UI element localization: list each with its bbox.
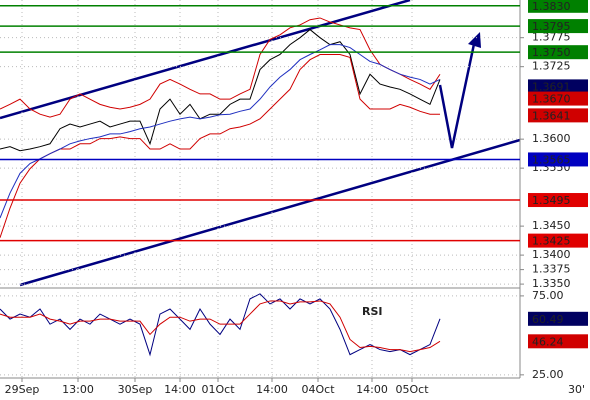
series-line <box>0 54 440 238</box>
x-tick-label: 05Oct <box>395 383 429 396</box>
marker-label: 1.3641 <box>532 109 571 122</box>
level-box <box>528 193 588 208</box>
y-tick-label: 1.3400 <box>532 248 571 261</box>
level-label: 1.3795 <box>532 20 571 33</box>
marker-box <box>528 311 588 326</box>
marker-box <box>528 334 588 349</box>
trend-channel-upper <box>0 0 411 120</box>
panel-title: RSI <box>362 305 383 318</box>
x-tick-label: 14:00 <box>256 383 288 396</box>
x-unit-label: 30' <box>568 383 585 396</box>
level-label: 1.3830 <box>532 0 571 13</box>
x-tick-label: 29Sep <box>5 383 40 396</box>
level-label: 1.3495 <box>532 194 571 207</box>
series-line <box>0 44 441 219</box>
y-tick-label: 1.3725 <box>532 60 571 73</box>
x-tick-label: 13:00 <box>62 383 94 396</box>
x-tick-label: 04Oct <box>301 383 335 396</box>
marker-label: 60.49 <box>532 313 564 326</box>
y-tick-label: 1.3775 <box>532 31 571 44</box>
y-tick-label: 1.3375 <box>532 263 571 276</box>
level-label: 1.3565 <box>532 153 571 166</box>
series-line <box>0 300 441 353</box>
trend-channel-lower <box>19 138 521 287</box>
marker-box <box>528 79 588 94</box>
y-tick-label: 75.00 <box>532 289 564 302</box>
projection-arrow <box>438 43 476 149</box>
y-tick-label: 1.3350 <box>532 277 571 290</box>
level-box <box>528 45 588 60</box>
series-line <box>0 293 441 357</box>
level-label: 1.3425 <box>532 235 571 248</box>
level-box <box>528 19 588 34</box>
level-box <box>528 233 588 248</box>
arrow-head <box>468 32 481 48</box>
level-label: 1.3750 <box>532 46 571 59</box>
marker-label: 1.3691 <box>532 80 571 93</box>
x-tick-label: 14:00 <box>164 383 196 396</box>
level-box <box>528 0 588 13</box>
y-tick-label: 25.00 <box>532 368 564 381</box>
marker-label: 46.24 <box>532 335 564 348</box>
series-line <box>0 28 441 152</box>
marker-box <box>528 108 588 123</box>
x-tick-label: 14:00 <box>356 383 388 396</box>
level-box <box>528 152 588 167</box>
y-tick-label: 1.3600 <box>532 132 571 145</box>
x-tick-label: 01Oct <box>201 383 235 396</box>
marker-box <box>528 91 588 106</box>
y-tick-label: 1.3450 <box>532 219 571 232</box>
marker-label: 1.3670 <box>532 93 571 106</box>
series-line <box>0 17 441 118</box>
x-tick-label: 30Sep <box>118 383 153 396</box>
